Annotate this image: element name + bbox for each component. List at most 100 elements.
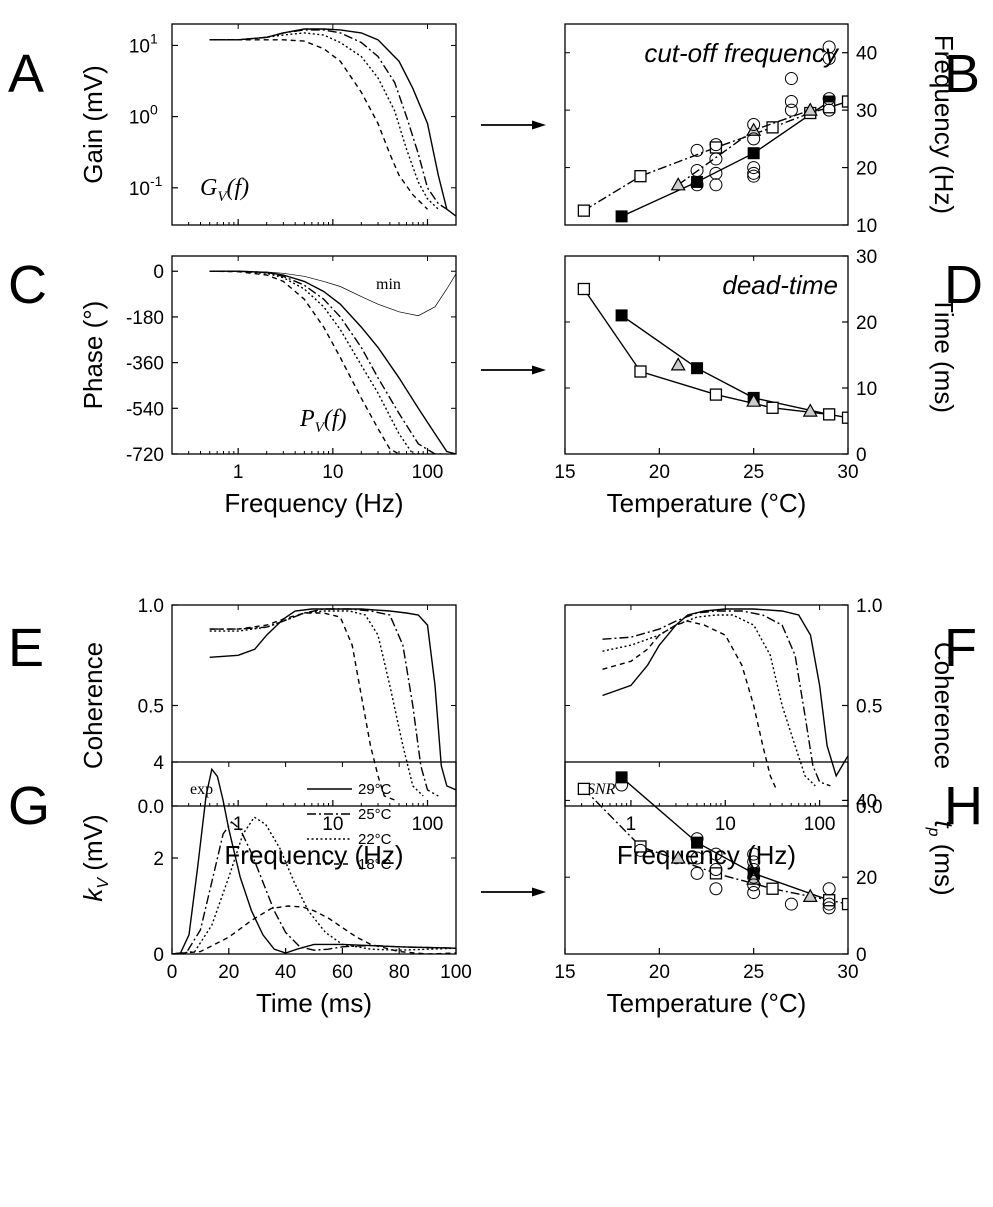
legend-label: 22°C: [358, 831, 392, 848]
data-marker-square-open: [634, 365, 647, 378]
series-line-0: [621, 314, 830, 416]
data-marker-circle: [822, 103, 836, 117]
series-group: [172, 767, 456, 954]
y-tick-label: -180: [126, 308, 164, 329]
panel-D: 0 10 20 30 15 20 25 30 Time (ms) Temperature (°C)…: [554, 247, 959, 518]
series-group: [209, 270, 456, 454]
panel-letter-F: F: [944, 618, 977, 678]
x-tick-label: 20: [649, 462, 670, 483]
y-tick-label: 20: [856, 159, 877, 180]
x-tick-label: 40: [275, 962, 296, 983]
series-line-2: [677, 109, 811, 186]
series-line-0: [602, 608, 848, 778]
data-marker-square-open: [577, 282, 591, 296]
annotation-exp: exp: [190, 781, 213, 798]
series-group: [602, 608, 848, 791]
data-marker-circle: [747, 847, 761, 861]
data-marker-circle: [690, 143, 704, 157]
function-annotation: GV(f): [200, 175, 249, 205]
panel-letter-C: C: [8, 255, 47, 315]
series-line-2: [602, 614, 816, 787]
x-tick-label: 0: [167, 962, 178, 983]
y-tick-label: 0.5: [138, 697, 164, 718]
x-tick-label: 20: [649, 962, 670, 983]
series-line-0: [621, 776, 830, 901]
y-tick-label: 1.0: [138, 596, 164, 617]
panel-B: 10 20 30 40 Frequency (Hz) cut-off frequency: [564, 23, 959, 237]
y-tick-exponent: -1: [150, 173, 163, 189]
data-marker-square-open: [841, 897, 848, 911]
data-marker-circle: [747, 855, 761, 869]
series-group: [209, 28, 456, 217]
y-tick-exponent: 0: [150, 102, 158, 118]
data-marker-square-filled: [691, 836, 704, 849]
data-marker-circle: [784, 103, 798, 117]
data-marker-square-open: [577, 782, 591, 796]
data-marker-triangle: [670, 850, 686, 864]
x-axis-label: Temperature (°C): [607, 488, 807, 518]
y-axis-label: Coherence: [929, 642, 959, 769]
data-marker-square-open: [709, 141, 723, 154]
data-marker-triangle: [670, 177, 686, 191]
series-line-2: [209, 610, 424, 797]
data-marker-square-open: [841, 411, 848, 424]
y-tick-label: 0: [856, 445, 867, 466]
y-tick-label: -720: [126, 445, 164, 466]
data-marker-circle: [747, 870, 761, 884]
data-marker-square-open: [766, 401, 779, 414]
data-marker-square-open: [709, 867, 723, 880]
pointer-arrow-head: [532, 365, 546, 375]
data-marker-circle: [784, 95, 798, 109]
series-line-2: [209, 270, 424, 454]
x-tick-label: 30: [837, 462, 858, 483]
x-tick-label: 10: [322, 814, 343, 835]
y-tick-label: 0.5: [856, 697, 882, 718]
panel-H: 0 20 40 15 20 25 30 tp (ms) Temperature (°C): [554, 761, 959, 1018]
x-tick-label: 30: [837, 962, 858, 983]
data-marker-circle: [747, 166, 761, 180]
x-axis-label: Time (ms): [256, 988, 372, 1018]
data-marker-square-open: [766, 882, 779, 895]
data-marker-circle: [615, 778, 629, 792]
y-tick-label: 40: [856, 791, 877, 812]
data-marker-triangle: [670, 357, 686, 371]
data-marker-circle: [784, 72, 798, 86]
data-marker-circle: [747, 118, 761, 131]
y-tick-label: 10: [129, 36, 150, 57]
y-tick-label: 1.0: [856, 596, 882, 617]
series-line-25°C: [172, 820, 456, 954]
y-axis-label: Phase (°): [78, 301, 108, 410]
series-group: [577, 771, 848, 915]
data-marker-square-open: [577, 204, 591, 217]
y-axis-label: Coherence: [78, 642, 108, 769]
data-marker-square-filled: [747, 147, 760, 160]
data-marker-circle: [747, 886, 761, 900]
annotation-layer: A B C D E F G H: [8, 44, 983, 897]
x-axis-label: Temperature (°C): [607, 988, 807, 1018]
x-tick-label: 1: [233, 814, 244, 835]
data-marker-square-open: [822, 408, 836, 421]
data-marker-circle: [822, 51, 836, 65]
y-tick-label: 10: [129, 108, 150, 129]
y-tick-label: -360: [126, 354, 164, 375]
panel-letter-G: G: [8, 776, 50, 836]
data-marker-circle: [822, 897, 836, 911]
data-marker-circle: [747, 161, 761, 175]
x-tick-label: 15: [554, 462, 575, 483]
series-line-3: [602, 610, 831, 787]
data-marker-circle: [690, 851, 704, 865]
data-marker-square-filled: [615, 309, 628, 322]
panel-annotation: cut-off frequency: [644, 38, 840, 68]
data-marker-circle: [633, 843, 647, 857]
series-group: [577, 40, 848, 223]
series-line-4: [209, 270, 456, 317]
data-marker-circle: [822, 901, 836, 915]
data-marker-square-open: [841, 95, 848, 108]
series-line-1: [209, 29, 448, 210]
panel-F: 0.0 0.5 1.0 1 10 100 Coherence Frequency (Hz) SN…: [564, 596, 959, 870]
data-marker-circle: [747, 878, 761, 892]
y-axis-label: Time (ms): [929, 297, 959, 413]
x-axis-label: Frequency (Hz): [617, 840, 796, 870]
